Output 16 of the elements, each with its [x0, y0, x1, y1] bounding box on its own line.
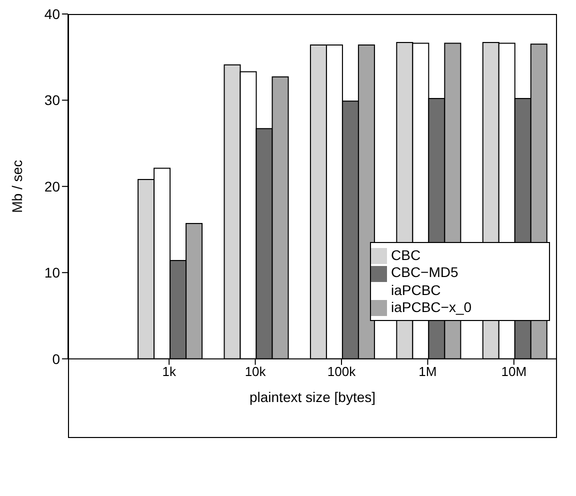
y-tick-label: 20: [44, 178, 60, 194]
y-tick-label: 10: [44, 264, 60, 281]
y-axis-title: Mb / sec: [8, 160, 25, 213]
y-tick-label: 0: [52, 350, 60, 367]
x-tick-label: 10k: [244, 364, 266, 380]
x-axis-title: plaintext size [bytes]: [249, 388, 376, 405]
x-tick-label: 100k: [327, 364, 356, 380]
x-tick-label: 1M: [418, 364, 437, 380]
legend-label: CBC−MD5: [391, 264, 458, 280]
y-tick-label: 30: [44, 92, 60, 108]
legend-label: CBC: [391, 247, 421, 263]
y-tick-label: 40: [44, 6, 60, 22]
series-label: iaPCBC: [391, 282, 441, 298]
x-tick-label: 10M: [501, 364, 527, 380]
legend-label: iaPCBC−x_0: [391, 298, 472, 315]
x-tick-label: 1k: [162, 364, 176, 380]
